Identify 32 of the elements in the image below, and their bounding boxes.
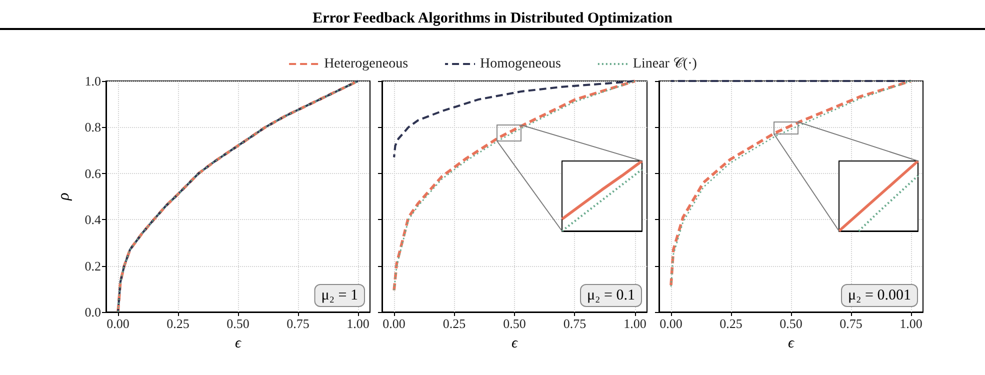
annotation: μ₂ = 1 [321, 288, 358, 304]
x-tick-label: 0.75 [563, 316, 586, 331]
x-tick-label: 0.75 [840, 316, 862, 331]
y-tick-label: 0.0 [84, 304, 101, 320]
annotation: μ₂ = 0.1 [587, 288, 635, 304]
x-tick-label: 0.25 [442, 316, 466, 331]
y-tick-label: 0.6 [84, 166, 102, 181]
x-axis-title: ϵ [511, 336, 518, 352]
annotation: μ₂ = 0.001 [848, 288, 911, 304]
x-tick-label: 0.00 [382, 316, 406, 331]
x-tick-label: 0.25 [720, 316, 742, 331]
x-tick-label: 1.00 [900, 316, 922, 331]
x-tick-label: 0.50 [780, 316, 802, 331]
legend-label: Homogeneous [480, 56, 561, 72]
x-axis-title: ϵ [788, 336, 795, 352]
y-tick-label: 1.0 [84, 74, 101, 88]
x-tick-label: 1.00 [346, 316, 370, 331]
x-tick-label: 0.50 [503, 316, 526, 331]
y-tick-label: 0.8 [84, 120, 101, 135]
x-tick-label: 0.50 [226, 316, 250, 331]
x-tick-label: 0.00 [106, 316, 130, 331]
x-tick-label: 0.25 [166, 316, 190, 331]
legend-label: Linear 𝒞(·) [632, 56, 698, 72]
y-tick-label: 0.2 [84, 258, 101, 274]
legend-label: Heterogeneous [324, 56, 408, 72]
y-axis-title: ρ [56, 192, 72, 202]
x-axis-title: ϵ [234, 336, 242, 352]
x-tick-label: 0.00 [660, 316, 682, 331]
y-tick-label: 0.4 [84, 212, 102, 228]
x-tick-label: 1.00 [624, 316, 646, 331]
text: Error Feedback Algorithms in Distributed Optimization [312, 10, 674, 26]
x-tick-label: 0.75 [286, 316, 310, 331]
